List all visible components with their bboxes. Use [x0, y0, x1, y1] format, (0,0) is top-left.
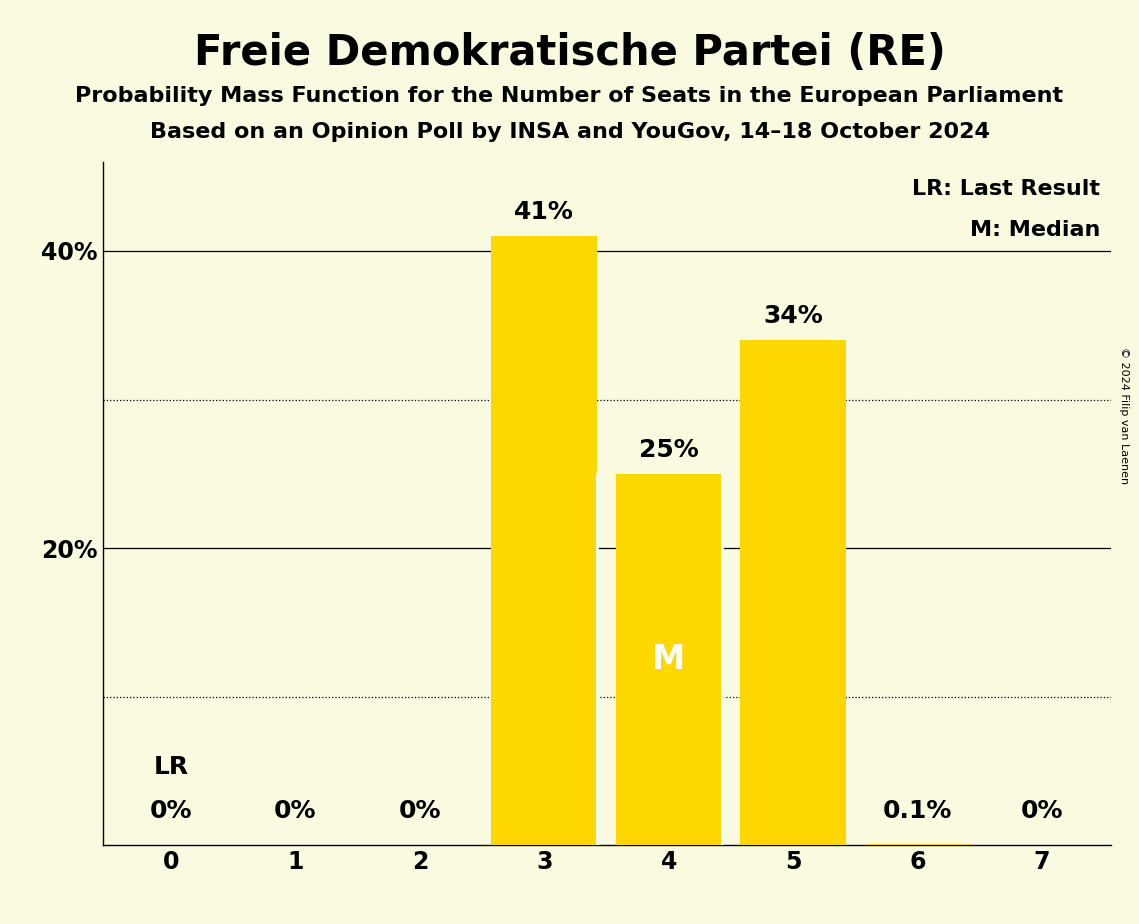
- Text: © 2024 Filip van Laenen: © 2024 Filip van Laenen: [1120, 347, 1129, 484]
- Text: Based on an Opinion Poll by INSA and YouGov, 14–18 October 2024: Based on an Opinion Poll by INSA and You…: [149, 122, 990, 142]
- Bar: [491, 236, 597, 845]
- Text: Probability Mass Function for the Number of Seats in the European Parliament: Probability Mass Function for the Number…: [75, 86, 1064, 106]
- Text: Freie Demokratische Partei (RE): Freie Demokratische Partei (RE): [194, 32, 945, 74]
- Text: LR: LR: [154, 755, 189, 779]
- Text: M: Median: M: Median: [970, 220, 1100, 240]
- Text: 34%: 34%: [763, 304, 823, 328]
- Text: 0%: 0%: [149, 799, 192, 823]
- Text: 0.1%: 0.1%: [883, 799, 952, 823]
- Text: 41%: 41%: [515, 201, 574, 225]
- Text: LR: Last Result: LR: Last Result: [912, 179, 1100, 199]
- Text: 25%: 25%: [639, 438, 698, 462]
- Bar: [865, 844, 970, 845]
- Bar: [740, 340, 846, 845]
- Text: M: M: [653, 643, 686, 676]
- Text: 0%: 0%: [399, 799, 441, 823]
- Bar: [616, 474, 722, 845]
- Text: 0%: 0%: [274, 799, 317, 823]
- Text: 0%: 0%: [1021, 799, 1064, 823]
